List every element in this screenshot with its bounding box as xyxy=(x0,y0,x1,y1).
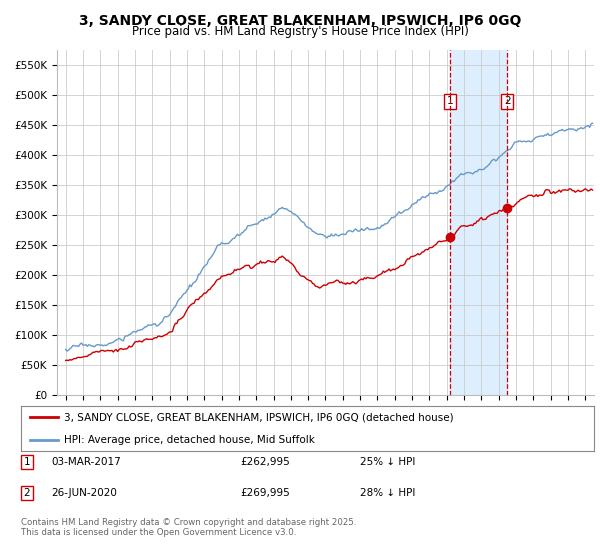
Text: 1: 1 xyxy=(446,96,453,106)
Bar xyxy=(450,50,507,395)
Text: 2: 2 xyxy=(23,488,31,498)
Text: Price paid vs. HM Land Registry's House Price Index (HPI): Price paid vs. HM Land Registry's House … xyxy=(131,25,469,38)
Text: HPI: Average price, detached house, Mid Suffolk: HPI: Average price, detached house, Mid … xyxy=(64,435,315,445)
Text: 3, SANDY CLOSE, GREAT BLAKENHAM, IPSWICH, IP6 0GQ: 3, SANDY CLOSE, GREAT BLAKENHAM, IPSWICH… xyxy=(79,14,521,28)
Text: £269,995: £269,995 xyxy=(240,488,290,498)
Text: 1: 1 xyxy=(23,457,31,467)
Text: 28% ↓ HPI: 28% ↓ HPI xyxy=(360,488,415,498)
Text: 25% ↓ HPI: 25% ↓ HPI xyxy=(360,457,415,467)
Text: 26-JUN-2020: 26-JUN-2020 xyxy=(51,488,117,498)
Text: 3, SANDY CLOSE, GREAT BLAKENHAM, IPSWICH, IP6 0GQ (detached house): 3, SANDY CLOSE, GREAT BLAKENHAM, IPSWICH… xyxy=(64,412,454,422)
Text: 03-MAR-2017: 03-MAR-2017 xyxy=(51,457,121,467)
Text: £262,995: £262,995 xyxy=(240,457,290,467)
Text: 2: 2 xyxy=(504,96,511,106)
Text: Contains HM Land Registry data © Crown copyright and database right 2025.
This d: Contains HM Land Registry data © Crown c… xyxy=(21,518,356,538)
